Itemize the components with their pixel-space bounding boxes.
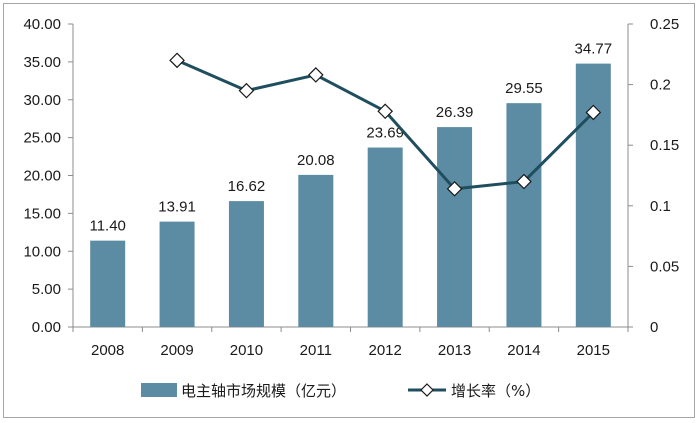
bar-data-label: 23.69 — [366, 125, 404, 142]
bar-data-label: 29.55 — [505, 80, 543, 97]
bar-data-label: 11.40 — [89, 218, 125, 235]
bar — [367, 147, 403, 327]
legend-label-line: 增长率（%） — [451, 382, 540, 400]
bar — [228, 201, 264, 327]
right-tick-label: 0 — [650, 319, 658, 336]
left-tick-label: 0.00 — [32, 319, 61, 336]
left-tick-label: 35.00 — [23, 54, 61, 71]
x-tick-label: 2013 — [438, 342, 471, 359]
x-tick-label: 2009 — [160, 342, 193, 359]
legend-label-bar: 电主轴市场规模（亿元） — [181, 382, 346, 400]
right-tick-label: 0.1 — [650, 198, 671, 215]
left-tick-label: 40.00 — [23, 16, 61, 33]
left-tick-label: 25.00 — [23, 130, 61, 147]
x-tick-label: 2015 — [577, 342, 610, 359]
x-tick-label: 2008 — [91, 342, 124, 359]
bar-data-label: 20.08 — [297, 152, 335, 169]
left-tick-label: 10.00 — [23, 243, 61, 260]
bar — [506, 103, 542, 327]
growth-rate-marker — [377, 103, 394, 120]
legend-swatch-marker — [420, 383, 434, 397]
bar-data-label: 16.62 — [228, 178, 266, 195]
right-tick-label: 0.2 — [650, 77, 671, 94]
bar-data-label: 34.77 — [575, 41, 613, 58]
bar — [90, 240, 126, 327]
bar — [298, 174, 334, 327]
x-tick-label: 2014 — [507, 342, 540, 359]
growth-rate-marker — [446, 180, 463, 197]
bar — [575, 63, 611, 327]
left-tick-label: 20.00 — [23, 168, 61, 185]
growth-rate-marker — [585, 104, 602, 121]
bar — [437, 127, 473, 327]
bar-data-label: 13.91 — [158, 199, 196, 216]
left-tick-label: 30.00 — [23, 92, 61, 109]
bar — [159, 221, 195, 327]
growth-rate-marker — [516, 173, 532, 190]
legend-swatch-bar — [141, 383, 177, 397]
right-tick-label: 0.15 — [650, 137, 679, 154]
left-tick-label: 15.00 — [23, 205, 61, 222]
growth-rate-marker — [307, 67, 324, 83]
bar-data-label: 26.39 — [436, 104, 474, 121]
x-tick-label: 2010 — [230, 342, 263, 359]
right-tick-label: 0.05 — [650, 258, 679, 275]
left-tick-label: 5.00 — [32, 281, 61, 298]
x-tick-label: 2011 — [300, 342, 332, 359]
growth-rate-marker — [169, 52, 185, 69]
growth-rate-marker — [238, 82, 255, 99]
x-tick-label: 2012 — [369, 342, 402, 359]
right-tick-label: 0.25 — [650, 16, 679, 33]
